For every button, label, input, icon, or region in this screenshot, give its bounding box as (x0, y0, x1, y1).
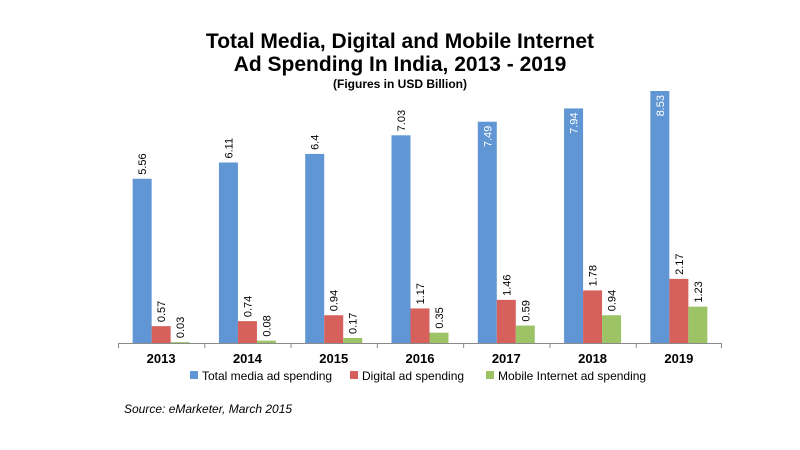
data-label-digital-2014: 0.74 (242, 296, 254, 317)
chart-title: Total Media, Digital and Mobile Internet… (0, 30, 800, 76)
data-label-mobile-2017: 0.59 (520, 300, 532, 321)
bar-mobile-2014 (256, 340, 276, 343)
bar-total-media-2015 (305, 153, 325, 343)
legend-label-total-media: Total media ad spending (202, 369, 332, 383)
x-tick-label-2018: 2018 (578, 351, 607, 366)
bar-digital-2015 (324, 315, 344, 343)
data-label-mobile-2018: 0.94 (607, 290, 619, 311)
bar-digital-2019 (669, 278, 689, 343)
data-label-mobile-2015: 0.17 (348, 313, 360, 334)
data-label-total-media-2014: 6.11 (223, 138, 235, 159)
data-label-total-media-2019: 8.53 (655, 95, 667, 116)
bar-digital-2016 (410, 308, 430, 343)
legend-label-digital: Digital ad spending (362, 369, 464, 383)
bar-digital-2013 (151, 326, 171, 343)
chart-subtitle: (Figures in USD Billion) (333, 77, 467, 91)
bar-mobile-2019 (688, 306, 708, 343)
bar-total-media-2017 (477, 121, 497, 343)
data-label-total-media-2013: 5.56 (137, 153, 149, 174)
legend-swatch-digital (350, 371, 358, 379)
legend-swatch-mobile (486, 371, 494, 379)
x-tick-label-2013: 2013 (147, 351, 176, 366)
x-tick-label-2017: 2017 (492, 351, 521, 366)
bar-total-media-2013 (132, 178, 152, 343)
data-label-digital-2019: 2.17 (674, 253, 686, 274)
bar-total-media-2018 (564, 108, 584, 344)
data-label-digital-2013: 0.57 (156, 301, 168, 322)
data-label-total-media-2017: 7.49 (482, 126, 494, 147)
data-label-mobile-2016: 0.35 (434, 307, 446, 328)
bar-mobile-2016 (429, 332, 449, 343)
data-label-mobile-2013: 0.03 (175, 317, 187, 338)
legend-swatch-total-media (190, 371, 198, 379)
x-tick-label-2014: 2014 (233, 351, 263, 366)
data-label-mobile-2014: 0.08 (261, 315, 273, 336)
x-tick-label-2016: 2016 (406, 351, 435, 366)
data-label-total-media-2018: 7.94 (569, 112, 581, 133)
bar-digital-2018 (583, 290, 603, 343)
data-label-digital-2015: 0.94 (329, 290, 341, 311)
legend-label-mobile: Mobile Internet ad spending (498, 369, 646, 383)
bar-total-media-2019 (650, 91, 670, 343)
x-tick-label-2019: 2019 (664, 351, 693, 366)
bar-total-media-2014 (218, 162, 238, 343)
data-label-digital-2017: 1.46 (501, 274, 513, 295)
bar-mobile-2017 (515, 325, 535, 343)
data-label-total-media-2016: 7.03 (396, 110, 408, 131)
source-note: Source: eMarketer, March 2015 (124, 402, 293, 416)
data-label-mobile-2019: 1.23 (693, 281, 705, 302)
chart-title-line-2: Ad Spending In India, 2013 - 2019 (233, 53, 567, 76)
data-label-digital-2016: 1.17 (415, 283, 427, 304)
data-label-digital-2018: 1.78 (588, 265, 600, 286)
chart-title-line-1: Total Media, Digital and Mobile Internet (205, 30, 595, 53)
bar-digital-2014 (237, 321, 257, 343)
bar-mobile-2013 (170, 342, 190, 343)
bar-mobile-2018 (602, 315, 622, 343)
x-tick-label-2015: 2015 (319, 351, 348, 366)
bar-total-media-2016 (391, 135, 411, 343)
bar-mobile-2015 (343, 337, 363, 343)
bar-digital-2017 (496, 299, 516, 343)
data-label-total-media-2015: 6.4 (310, 135, 322, 150)
